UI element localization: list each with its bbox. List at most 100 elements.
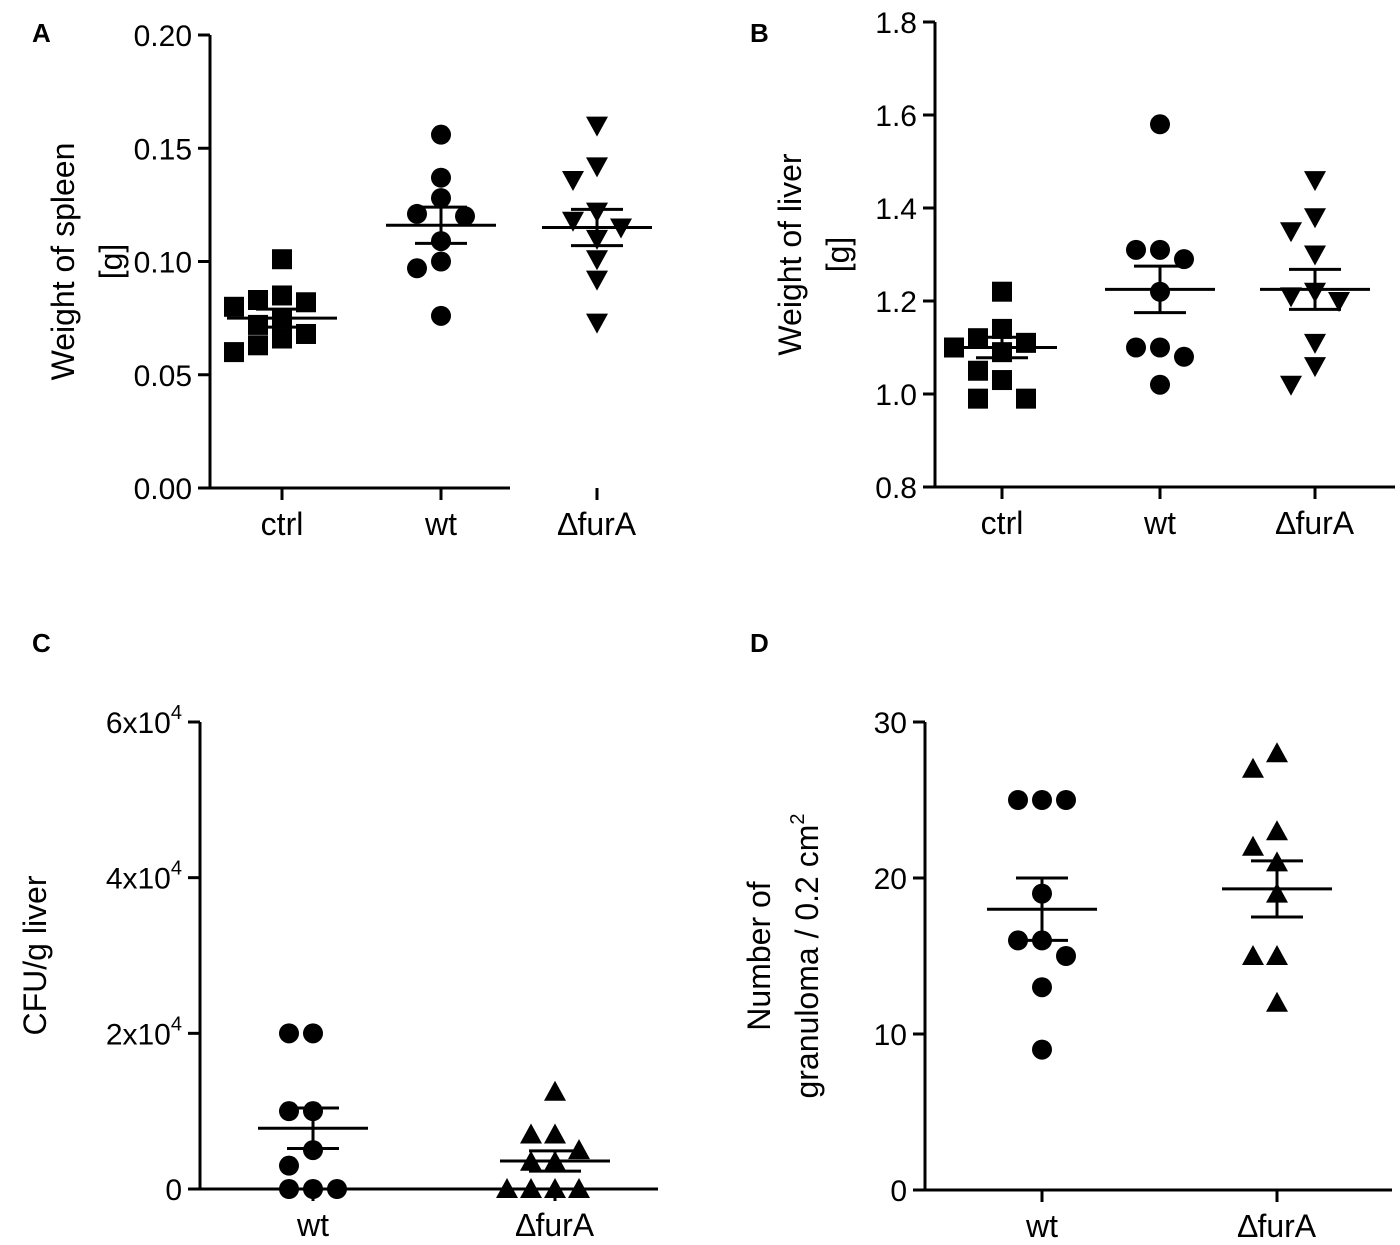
data-point bbox=[520, 1123, 542, 1144]
data-point bbox=[1280, 375, 1302, 396]
y-tick-label: 0.05 bbox=[134, 360, 192, 393]
y-tick-label: 1.8 bbox=[875, 7, 917, 40]
y-tick-label: 20 bbox=[874, 863, 907, 896]
data-point bbox=[1056, 790, 1076, 810]
y-tick-label: 4x104 bbox=[106, 858, 182, 896]
panel-d: D 0 10 20 30 wt ∆furA Number of granuloma / 0.2 … bbox=[741, 628, 1392, 1244]
y-axis-title: Number of bbox=[741, 881, 777, 1031]
data-point bbox=[586, 250, 608, 271]
y-tick-label: 0 bbox=[165, 1174, 182, 1207]
data-point bbox=[496, 1178, 518, 1198]
data-point bbox=[303, 1023, 323, 1044]
series-∆furA bbox=[1222, 742, 1332, 1012]
data-point bbox=[1150, 374, 1170, 395]
x-tick-label: ∆furA bbox=[1276, 505, 1355, 541]
data-point bbox=[1266, 820, 1288, 841]
data-point bbox=[992, 281, 1012, 302]
y-tick-label: 2x104 bbox=[106, 1013, 182, 1051]
data-point bbox=[1304, 208, 1326, 229]
data-point bbox=[407, 203, 427, 224]
data-point bbox=[272, 285, 292, 306]
panel-a: A 0.00 0.05 0.10 0.15 0.20 ctrl wt ∆furA Weight o… bbox=[32, 18, 652, 542]
data-point bbox=[586, 270, 608, 291]
data-point bbox=[1242, 945, 1264, 965]
data-point bbox=[992, 318, 1012, 339]
data-point bbox=[586, 313, 608, 334]
y-tick-label: 0.20 bbox=[134, 20, 192, 53]
data-point bbox=[1150, 114, 1170, 135]
x-tick-label: ctrl bbox=[261, 506, 304, 542]
data-point bbox=[431, 167, 451, 188]
y-axis-title: granuloma / 0.2 cm2 bbox=[787, 813, 825, 1098]
data-point bbox=[279, 1101, 299, 1122]
y-tick-label: 1.6 bbox=[875, 100, 917, 133]
x-tick-label: wt bbox=[424, 506, 457, 542]
data-point bbox=[296, 292, 316, 313]
y-tick-label: 0.15 bbox=[134, 133, 192, 166]
data-point bbox=[586, 116, 608, 137]
data-point bbox=[1242, 835, 1264, 856]
data-point bbox=[1280, 222, 1302, 243]
data-point bbox=[224, 296, 244, 317]
data-point bbox=[1150, 337, 1170, 358]
y-axis-title: [g] bbox=[820, 237, 856, 273]
series-wt bbox=[1105, 114, 1215, 395]
data-point bbox=[968, 388, 988, 409]
data-point bbox=[1174, 346, 1194, 367]
data-point bbox=[1016, 388, 1036, 409]
series-ctrl bbox=[224, 249, 337, 363]
data-point bbox=[1126, 239, 1146, 260]
data-point bbox=[1304, 171, 1326, 192]
data-point bbox=[303, 1140, 323, 1161]
data-point bbox=[455, 206, 475, 227]
data-point bbox=[1032, 977, 1052, 998]
data-point bbox=[1056, 946, 1076, 966]
data-point bbox=[968, 360, 988, 381]
series-wt bbox=[987, 790, 1097, 1060]
x-tick-label: ∆furA bbox=[1238, 1208, 1317, 1244]
y-tick-label: 1.0 bbox=[875, 379, 917, 412]
data-point bbox=[1150, 239, 1170, 260]
panel-c: C 0 2x104 4x104 6x104 wt ∆furA CFU/g liver bbox=[17, 628, 658, 1243]
data-point bbox=[1328, 292, 1350, 312]
y-tick-label: 1.4 bbox=[875, 193, 917, 226]
x-tick-label: ∆furA bbox=[558, 506, 637, 542]
data-point bbox=[407, 258, 427, 279]
data-point bbox=[544, 1178, 566, 1198]
x-tick-label: wt bbox=[1143, 505, 1176, 541]
data-point bbox=[562, 211, 584, 232]
y-axis-title: Weight of spleen bbox=[45, 143, 81, 381]
data-point bbox=[1242, 757, 1264, 778]
data-point bbox=[1280, 287, 1302, 308]
y-tick-label: 0.8 bbox=[875, 472, 917, 505]
data-point bbox=[431, 124, 451, 145]
data-point bbox=[1126, 337, 1146, 358]
data-point bbox=[562, 170, 584, 191]
data-point bbox=[431, 251, 451, 272]
data-point bbox=[431, 188, 451, 209]
data-point bbox=[568, 1139, 590, 1160]
y-tick-label: 10 bbox=[874, 1019, 907, 1052]
data-point bbox=[272, 328, 292, 349]
series-wt bbox=[386, 124, 496, 326]
panel-b: B 0.8 1.0 1.2 1.4 1.6 1.8 ctrl wt ∆furA Weight of … bbox=[750, 7, 1395, 541]
series-wt bbox=[258, 1023, 368, 1199]
data-point bbox=[992, 370, 1012, 391]
data-point bbox=[1304, 357, 1326, 378]
y-tick-label: 0 bbox=[890, 1175, 907, 1208]
data-point bbox=[303, 1179, 323, 1199]
data-point bbox=[544, 1080, 566, 1101]
data-point bbox=[1266, 742, 1288, 763]
panel-letter: C bbox=[32, 628, 51, 658]
data-point bbox=[248, 314, 268, 335]
data-point bbox=[1008, 790, 1028, 810]
data-point bbox=[1266, 991, 1288, 1012]
data-point bbox=[279, 1179, 299, 1199]
data-point bbox=[224, 342, 244, 363]
data-point bbox=[568, 1178, 590, 1198]
y-axis-title: [g] bbox=[93, 244, 129, 280]
y-tick-label: 0.00 bbox=[134, 473, 192, 506]
series-∆furA bbox=[496, 1080, 610, 1198]
data-point bbox=[1304, 333, 1326, 354]
